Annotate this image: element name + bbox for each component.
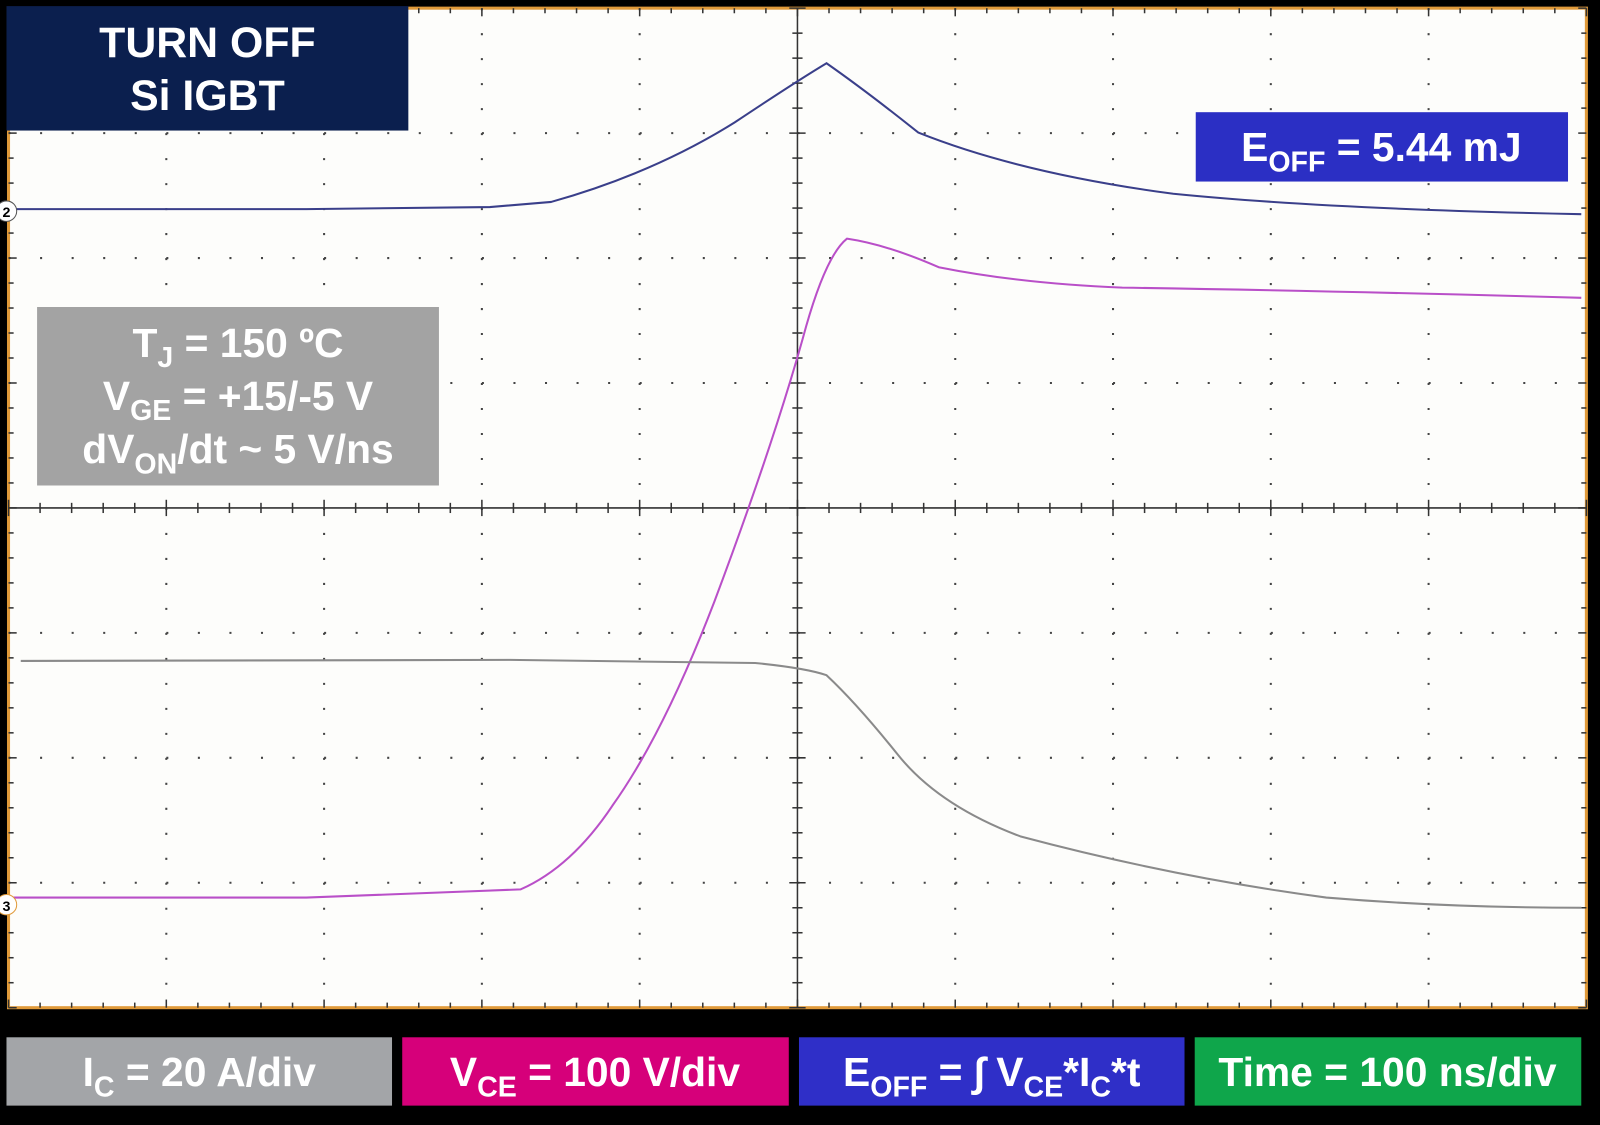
label-text: = ∫ V xyxy=(927,1049,1023,1096)
legend-label: IC = 20 A/div xyxy=(83,1049,317,1103)
channel-marker xyxy=(0,893,18,916)
legend-label: Time = 100 ns/div xyxy=(1218,1049,1556,1095)
subscript: C xyxy=(94,1071,115,1103)
label-text: *t xyxy=(1111,1049,1141,1095)
trace-vce xyxy=(10,237,1582,899)
energy-label: EOFF = 5.44 mJ xyxy=(1241,124,1521,178)
subscript: OFF xyxy=(870,1071,927,1103)
legend-box xyxy=(402,1037,789,1106)
label-text: = 5.44 mJ xyxy=(1325,124,1521,170)
label-text: E xyxy=(1241,124,1268,170)
label-text: T xyxy=(133,320,158,366)
channel-marker-label: 3 xyxy=(3,899,11,915)
label-text: /dt ~ 5 V/ns xyxy=(177,426,393,472)
subscript: C xyxy=(1090,1071,1111,1103)
legend-label: VCE = 100 V/div xyxy=(450,1049,740,1103)
label-text: Time = 100 ns/div xyxy=(1218,1049,1556,1095)
title-line: Si IGBT xyxy=(130,72,285,120)
label-text: = +15/-5 V xyxy=(171,373,373,419)
title-box xyxy=(6,6,409,131)
label-text: dV xyxy=(82,426,134,472)
channel-marker-label: 2 xyxy=(3,205,11,221)
trace-energy xyxy=(10,62,1582,216)
trace-ic xyxy=(20,658,1582,909)
label-text: E xyxy=(843,1049,870,1095)
label-text: I xyxy=(83,1049,94,1095)
subscript: OFF xyxy=(1268,146,1325,178)
condition-line: VGE = +15/-5 V xyxy=(103,373,373,427)
label-text: V xyxy=(450,1049,477,1095)
condition-line: dVON/dt ~ 5 V/ns xyxy=(82,426,393,480)
title-line: TURN OFF xyxy=(99,19,315,67)
legend-box xyxy=(798,1037,1185,1106)
condition-line: TJ = 150 ºC xyxy=(133,320,344,374)
subscript: GE xyxy=(130,395,171,427)
subscript: ON xyxy=(134,448,177,480)
subscript: CE xyxy=(1024,1071,1064,1103)
label-text: *I xyxy=(1063,1049,1090,1095)
subscript: J xyxy=(157,342,173,374)
label-text: = 100 V/div xyxy=(517,1049,741,1095)
subscript: CE xyxy=(477,1071,517,1103)
label-text: V xyxy=(103,373,130,419)
legend-label: EOFF = ∫ VCE*IC*t xyxy=(843,1049,1141,1103)
legend-box xyxy=(6,1037,393,1106)
label-text: = 20 A/div xyxy=(115,1049,317,1095)
energy-box xyxy=(1195,112,1569,182)
label-text: = 150 ºC xyxy=(173,320,343,366)
channel-marker xyxy=(0,200,18,222)
conditions-box xyxy=(37,307,439,486)
legend-box xyxy=(1194,1037,1582,1106)
